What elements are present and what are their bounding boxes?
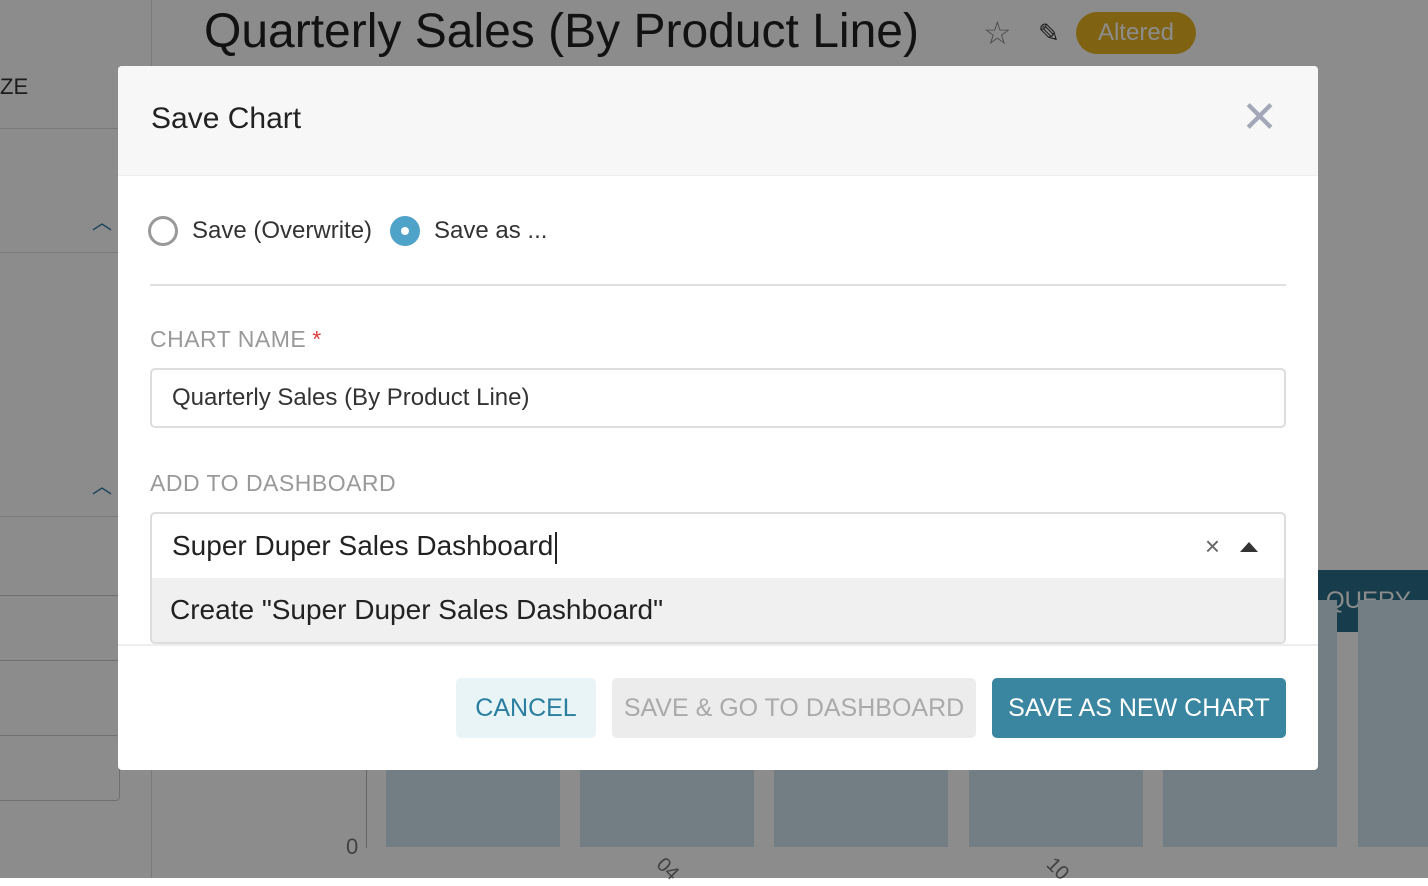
modal-title: Save Chart: [151, 102, 302, 135]
divider: [0, 128, 120, 129]
text-caret: [555, 531, 558, 564]
chart-name-label: CHART NAME *: [150, 326, 322, 353]
page-title: Quarterly Sales (By Product Line): [204, 5, 919, 58]
cancel-button[interactable]: CANCEL: [456, 678, 596, 738]
radio-label: Save (Overwrite): [192, 217, 373, 244]
dashboard-input[interactable]: Super Duper Sales Dashboard ×: [152, 514, 1284, 578]
divider: [150, 284, 1286, 286]
radio-label: Save as ...: [434, 217, 548, 244]
label-text: CHART NAME: [150, 326, 307, 352]
edit-icon[interactable]: ✎: [1038, 18, 1060, 48]
section-label: ZE: [0, 74, 29, 99]
chart-name-input[interactable]: Quarterly Sales (By Product Line): [150, 368, 1286, 428]
radio-save-overwrite[interactable]: [148, 216, 178, 246]
radio-save-as[interactable]: [390, 216, 421, 246]
clear-icon[interactable]: ×: [1204, 531, 1220, 561]
modal-footer-divider: [118, 644, 1318, 646]
save-mode-radio-group: Save (Overwrite) Save as ...: [148, 216, 547, 246]
y-tick: 0: [346, 834, 359, 859]
modal-header: Save Chart ✕: [118, 66, 1318, 176]
star-icon[interactable]: ☆: [983, 15, 1012, 51]
divider: [0, 252, 120, 253]
dashboard-select[interactable]: Super Duper Sales Dashboard × Create "Su…: [150, 512, 1286, 644]
dropdown-option-create[interactable]: Create "Super Duper Sales Dashboard": [152, 578, 1284, 642]
divider: [0, 516, 120, 517]
altered-badge: Altered: [1076, 12, 1196, 54]
dashboard-label: ADD TO DASHBOARD: [150, 470, 397, 496]
save-as-new-chart-button[interactable]: SAVE AS NEW CHART: [992, 678, 1286, 738]
save-and-go-to-dashboard-button[interactable]: SAVE & GO TO DASHBOARD: [612, 678, 976, 738]
chart-bar: [1358, 600, 1428, 847]
required-mark: *: [312, 326, 322, 352]
close-icon[interactable]: ✕: [1241, 93, 1278, 142]
save-chart-modal: Save Chart ✕ Save (Overwrite) Save as ..…: [118, 66, 1318, 770]
caret-up-icon[interactable]: [1240, 542, 1258, 552]
dashboard-input-value: Super Duper Sales Dashboard: [172, 530, 554, 561]
